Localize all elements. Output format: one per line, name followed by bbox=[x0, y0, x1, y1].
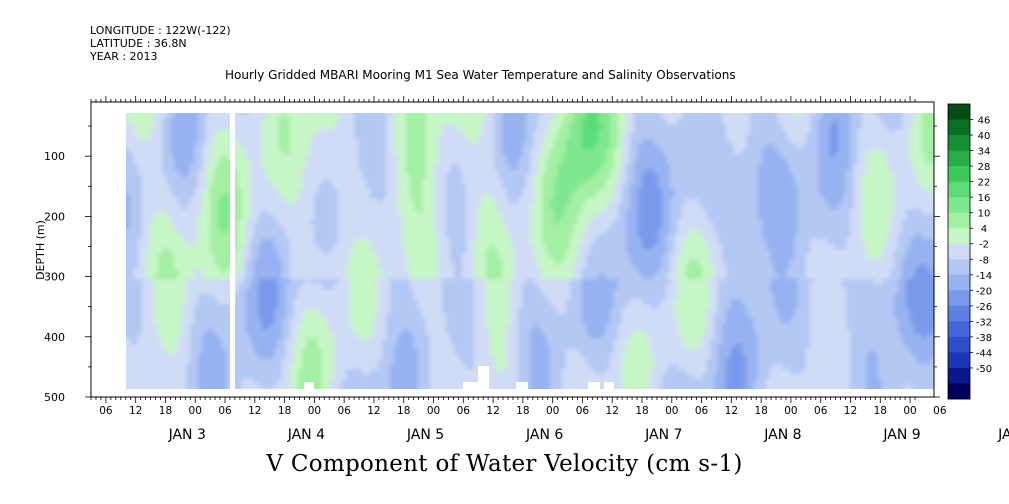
x-tick-label: 18 bbox=[516, 405, 529, 417]
colorbar-swatch bbox=[948, 367, 970, 384]
x-day-label: JAN 6 bbox=[525, 427, 563, 443]
x-tick-label: 12 bbox=[367, 405, 380, 417]
colorbar-swatch bbox=[948, 352, 970, 369]
x-tick-label: 12 bbox=[725, 405, 738, 417]
colorbar-label: 4 bbox=[981, 224, 987, 235]
x-tick-label: 00 bbox=[665, 405, 678, 417]
x-tick-label: 12 bbox=[129, 405, 142, 417]
x-tick-label: 12 bbox=[606, 405, 619, 417]
colorbar-label: 34 bbox=[978, 147, 991, 158]
data-gap-block bbox=[588, 382, 600, 390]
x-tick-label: 06 bbox=[576, 405, 590, 417]
data-gap-block bbox=[604, 382, 614, 390]
x-tick-label: 00 bbox=[189, 405, 202, 417]
longitude-label: LONGITUDE : 122W(-122) bbox=[90, 24, 231, 37]
y-tick-label: 500 bbox=[44, 391, 65, 404]
colorbar-swatch bbox=[948, 336, 970, 353]
chart-title: Hourly Gridded MBARI Mooring M1 Sea Wate… bbox=[225, 68, 736, 82]
colorbar-swatch bbox=[948, 383, 970, 400]
x-tick-label: 06 bbox=[337, 405, 351, 417]
colorbar-swatch bbox=[948, 243, 970, 260]
y-tick-label: 300 bbox=[44, 271, 65, 284]
data-gap-block bbox=[478, 366, 489, 390]
x-tick-label: 18 bbox=[874, 405, 887, 417]
x-day-label: JAN 5 bbox=[406, 427, 444, 443]
x-tick-label: 18 bbox=[754, 405, 767, 417]
colorbar-swatch bbox=[948, 259, 970, 276]
data-gap-block bbox=[463, 382, 479, 390]
year-label: YEAR : 2013 bbox=[90, 50, 158, 63]
colorbar-swatch bbox=[948, 135, 970, 151]
colorbar-swatch bbox=[948, 305, 970, 322]
y-tick-label: 100 bbox=[44, 150, 65, 163]
colorbar-label: -14 bbox=[976, 271, 992, 282]
colorbar-swatch bbox=[948, 181, 970, 198]
plot-axes: 06 12 18 00 06 12 18 00 06 12 18 00 06 12 18 00 06 12 18 00… bbox=[34, 96, 1009, 443]
colorbar-label: -38 bbox=[976, 333, 992, 344]
data-gap-block bbox=[304, 382, 314, 390]
x-tick-label: 12 bbox=[844, 405, 857, 417]
colorbar-label: 28 bbox=[978, 162, 991, 173]
colorbar-swatch bbox=[948, 228, 970, 245]
colorbar-label: 16 bbox=[978, 193, 991, 204]
colorbar-swatch bbox=[948, 212, 970, 229]
data-gap-block bbox=[516, 382, 528, 390]
data-gaps bbox=[230, 112, 614, 392]
x-tick-label: 06 bbox=[99, 405, 113, 417]
y-tick-label: 400 bbox=[44, 331, 65, 344]
x-tick-label: 06 bbox=[814, 405, 828, 417]
data-gap-column bbox=[230, 112, 235, 392]
x-day-label: JAN 8 bbox=[763, 427, 801, 443]
colorbar-label: 22 bbox=[978, 178, 991, 189]
y-tick-label: 200 bbox=[44, 210, 65, 223]
heatmap-field bbox=[126, 113, 934, 389]
x-tick-label: 06 bbox=[933, 405, 947, 417]
x-day-label: JAN 3 bbox=[168, 427, 206, 443]
x-tick-label: 18 bbox=[397, 405, 410, 417]
x-tick-label: 00 bbox=[784, 405, 797, 417]
colorbar-label: 46 bbox=[978, 116, 991, 127]
colorbar-label: -50 bbox=[976, 364, 992, 375]
x-day-label: JAN 10 bbox=[997, 427, 1009, 443]
colorbar-label: 40 bbox=[978, 131, 991, 142]
colorbar-label: -2 bbox=[979, 240, 989, 251]
colorbar-swatch bbox=[948, 119, 970, 136]
x-day-label: JAN 9 bbox=[882, 427, 920, 443]
colorbar: 46 40 34 28 22 16 10 4 -2 -8 -14 -20 -26 -32 -38 -44 -50 bbox=[947, 103, 992, 400]
colorbar-swatch bbox=[948, 274, 970, 291]
colorbar-label: -32 bbox=[976, 317, 992, 328]
colorbar-frame bbox=[947, 103, 971, 400]
x-tick-label: 00 bbox=[308, 405, 321, 417]
colorbar-label: -20 bbox=[976, 286, 992, 297]
plot-frame bbox=[90, 101, 935, 398]
colorbar-swatch bbox=[948, 104, 970, 120]
colorbar-swatch bbox=[948, 321, 970, 338]
latitude-label: LATITUDE : 36.8N bbox=[90, 37, 187, 50]
variable-caption: V Component of Water Velocity (cm s-1) bbox=[266, 451, 743, 477]
colorbar-label: 10 bbox=[978, 209, 991, 220]
x-tick-label: 18 bbox=[278, 405, 291, 417]
colorbar-swatch bbox=[948, 197, 970, 214]
x-tick-label: 06 bbox=[218, 405, 232, 417]
x-tick-label: 00 bbox=[546, 405, 559, 417]
colorbar-swatch bbox=[948, 150, 970, 167]
x-tick-label: 06 bbox=[457, 405, 471, 417]
colorbar-label: -8 bbox=[979, 255, 989, 266]
x-tick-label: 00 bbox=[427, 405, 440, 417]
x-tick-label: 12 bbox=[486, 405, 499, 417]
x-day-label: JAN 7 bbox=[644, 427, 682, 443]
x-tick-label: 06 bbox=[695, 405, 709, 417]
y-axis-label: DEPTH (m) bbox=[34, 220, 47, 280]
x-day-label: JAN 4 bbox=[287, 427, 325, 443]
x-tick-label: 00 bbox=[903, 405, 916, 417]
heatmap-cells bbox=[126, 113, 934, 389]
x-tick-label: 18 bbox=[635, 405, 648, 417]
colorbar-swatch bbox=[948, 290, 970, 307]
x-tick-label: 18 bbox=[159, 405, 172, 417]
colorbar-label: -26 bbox=[976, 302, 992, 313]
colorbar-swatch bbox=[948, 166, 970, 183]
colorbar-label: -44 bbox=[976, 348, 992, 359]
x-tick-label: 12 bbox=[248, 405, 261, 417]
